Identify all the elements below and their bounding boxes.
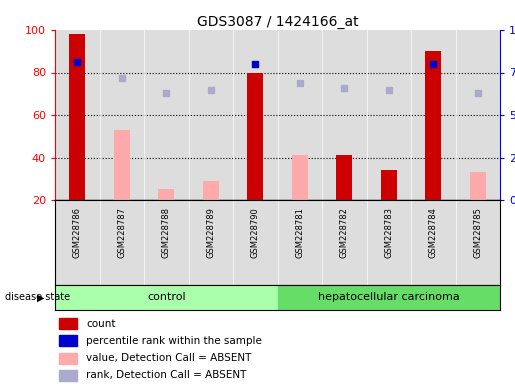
Text: control: control [147,293,185,303]
Bar [336,156,352,200]
Bar [144,30,188,200]
Text: GSM228782: GSM228782 [340,207,349,258]
Bar [59,370,77,381]
Text: percentile rank within the sample: percentile rank within the sample [86,336,262,346]
Text: GSM228787: GSM228787 [117,207,126,258]
Point [251,61,260,67]
Bar [248,73,263,200]
Bar [233,200,278,285]
Point [474,90,482,96]
Title: GDS3087 / 1424166_at: GDS3087 / 1424166_at [197,15,358,29]
Bar [278,30,322,200]
Bar [322,200,367,285]
Point [117,74,126,81]
Text: value, Detection Call = ABSENT: value, Detection Call = ABSENT [86,353,251,363]
Bar [70,34,85,200]
Bar [59,353,77,364]
Text: GSM228789: GSM228789 [206,207,215,258]
Bar [59,318,77,329]
Bar [455,200,500,285]
Text: ▶: ▶ [37,293,45,303]
Text: GSM228783: GSM228783 [384,207,393,258]
Bar [411,30,455,200]
Bar [55,30,99,200]
Point [73,59,81,65]
Bar [144,200,188,285]
Bar [233,30,278,200]
Bar [99,30,144,200]
Bar [188,200,233,285]
Bar [411,200,455,285]
Bar [425,51,441,200]
Text: hepatocellular carcinoma: hepatocellular carcinoma [318,293,459,303]
Point [385,86,393,93]
Bar [322,30,367,200]
Point [296,79,304,86]
Text: GSM228785: GSM228785 [473,207,482,258]
Bar [455,30,500,200]
Bar [203,181,218,200]
Bar [292,156,307,200]
Bar [99,200,144,285]
Text: disease state: disease state [5,293,70,303]
Text: GSM228784: GSM228784 [429,207,438,258]
Point [162,90,170,96]
Bar [278,285,500,310]
Text: rank, Detection Call = ABSENT: rank, Detection Call = ABSENT [86,371,247,381]
Point [207,86,215,93]
Bar [381,170,397,200]
Bar [188,30,233,200]
Bar [55,200,99,285]
Text: GSM228790: GSM228790 [251,207,260,258]
Bar [59,335,77,346]
Point [429,61,437,67]
Bar [367,30,411,200]
Text: GSM228786: GSM228786 [73,207,82,258]
Text: GSM228788: GSM228788 [162,207,171,258]
Text: count: count [86,319,116,329]
Bar [470,172,486,200]
Bar [55,285,278,310]
Point [340,85,348,91]
Bar [114,130,130,200]
Bar [367,200,411,285]
Bar [159,189,174,200]
Text: GSM228781: GSM228781 [295,207,304,258]
Bar [278,200,322,285]
